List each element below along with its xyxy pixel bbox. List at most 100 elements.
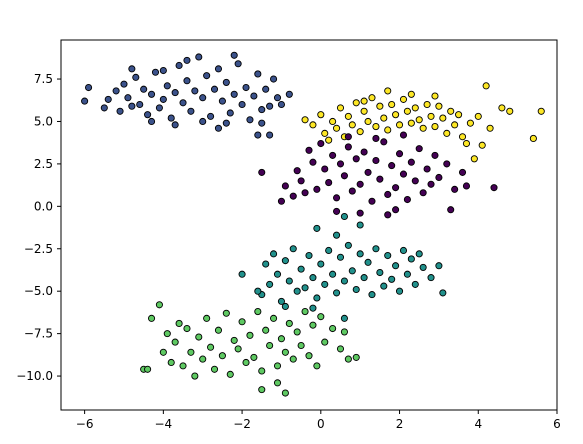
scatter-point <box>329 324 337 333</box>
scatter-point <box>329 270 337 278</box>
scatter-point <box>407 90 415 98</box>
scatter-point <box>427 180 435 188</box>
scatter-point <box>297 177 305 185</box>
scatter-point <box>234 345 242 353</box>
scatter-point <box>147 90 156 98</box>
scatter-point <box>427 274 435 282</box>
scatter-point <box>419 263 427 271</box>
scatter-point <box>207 343 215 351</box>
scatter-point <box>234 60 242 68</box>
scatter-point <box>451 185 459 193</box>
scatter-point <box>266 131 274 139</box>
scatter-point <box>372 123 380 131</box>
scatter-point <box>399 95 408 103</box>
scatter-point <box>415 116 423 124</box>
plot-frame <box>60 39 558 411</box>
x-tick-label: −2 <box>233 417 251 431</box>
scatter-point <box>277 335 285 343</box>
scatter-point <box>348 187 356 195</box>
scatter-point <box>466 119 474 127</box>
scatter-point <box>155 301 163 309</box>
scatter-point <box>372 156 380 165</box>
scatter-point <box>392 206 400 214</box>
scatter-point <box>214 124 223 132</box>
scatter-point <box>455 111 463 119</box>
scatter-point <box>258 367 266 375</box>
scatter-point <box>187 348 195 356</box>
scatter-point <box>214 326 223 334</box>
scatter-point <box>147 314 156 322</box>
scatter-point <box>277 197 285 205</box>
x-tick-label: 2 <box>396 417 404 431</box>
scatter-point <box>384 87 392 95</box>
scatter-point <box>458 168 467 176</box>
scatter-point <box>336 104 345 112</box>
scatter-point <box>376 175 384 183</box>
scatter-point <box>474 112 482 120</box>
scatter-point <box>384 251 392 260</box>
scatter-point <box>529 134 537 142</box>
scatter-point <box>486 124 494 132</box>
scatter-point <box>403 195 411 204</box>
scatter-point <box>309 158 317 166</box>
scatter-point <box>340 172 348 180</box>
scatter-point <box>356 221 364 229</box>
scatter-point <box>277 100 285 109</box>
scatter-point <box>254 287 262 295</box>
scatter-point <box>313 185 321 193</box>
scatter-point <box>317 260 325 268</box>
scatter-point <box>336 160 345 168</box>
scatter-point <box>116 107 124 115</box>
scatter-point <box>285 90 293 98</box>
scatter-point <box>325 246 333 255</box>
scatter-point <box>388 100 396 109</box>
scatter-point <box>238 100 246 109</box>
scatter-point <box>136 100 144 109</box>
scatter-point <box>376 102 384 110</box>
scatter-point <box>403 107 411 115</box>
scatter-point <box>159 67 167 75</box>
scatter-point <box>128 102 136 110</box>
scatter-point <box>407 119 415 127</box>
series-5 <box>140 301 360 397</box>
scatter-point <box>273 362 282 370</box>
scatter-point <box>317 313 325 321</box>
scatter-point <box>458 133 467 141</box>
scatter-point <box>305 352 313 360</box>
scatter-point <box>273 94 282 102</box>
scatter-point <box>230 336 238 344</box>
x-axis: −6 −4 −2 0 2 4 6 <box>76 410 561 431</box>
scatter-point <box>336 345 345 353</box>
series-1 <box>81 51 293 139</box>
scatter-point <box>482 82 490 90</box>
x-tick-label: −4 <box>154 417 172 431</box>
scatter-point <box>356 209 364 217</box>
scatter-point <box>281 182 289 190</box>
scatter-point <box>399 131 408 139</box>
scatter-point <box>356 128 364 136</box>
scatter-point <box>329 151 337 159</box>
scatter-point <box>447 107 455 115</box>
scatter-point <box>431 92 439 100</box>
scatter-point <box>179 362 187 370</box>
scatter-point <box>81 97 89 105</box>
scatter-point <box>392 111 400 119</box>
scatter-point <box>309 304 317 312</box>
scatter-point <box>376 268 384 277</box>
scatter-point <box>293 167 301 175</box>
scatter-point <box>222 119 230 127</box>
scatter-point <box>281 257 289 265</box>
scatter-point <box>218 97 226 105</box>
scatter-point <box>262 85 270 93</box>
scatter-point <box>364 117 372 126</box>
scatter-point <box>384 190 392 198</box>
scatter-point <box>144 111 152 119</box>
scatter-point <box>419 189 427 197</box>
scatter-point <box>238 270 246 278</box>
scatter-point <box>222 309 230 317</box>
scatter-point <box>360 274 368 282</box>
scatter-points <box>81 51 545 397</box>
scatter-point <box>281 302 289 311</box>
scatter-point <box>222 78 230 86</box>
